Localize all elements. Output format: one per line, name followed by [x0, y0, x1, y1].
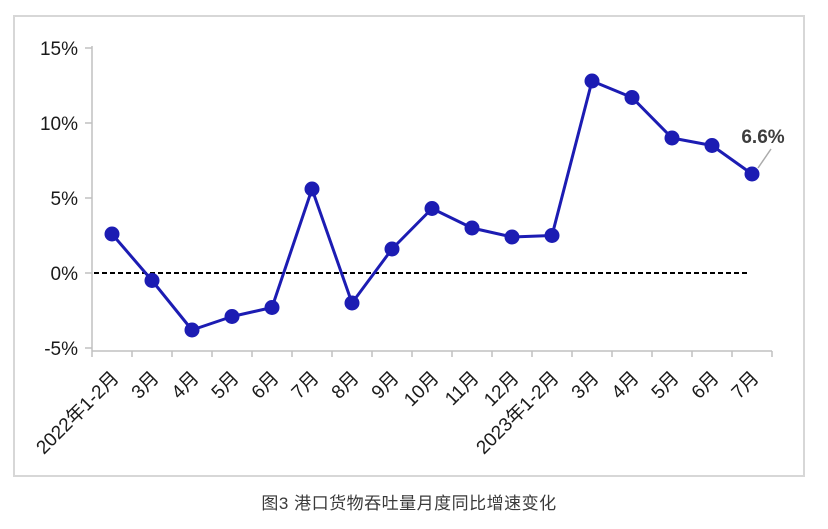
annotation-leader-line [757, 148, 772, 169]
y-axis-label: -5% [44, 339, 78, 360]
x-axis-label: 4月 [168, 368, 204, 404]
data-point [104, 226, 120, 242]
y-axis-label: 5% [51, 189, 79, 210]
data-point [304, 181, 320, 197]
data-point [184, 322, 200, 338]
chart-caption: 图3 港口货物吞吐量月度同比增速变化 [261, 494, 557, 513]
x-axis-label: 2022年1-2月 [32, 367, 124, 459]
x-axis-label: 6月 [248, 368, 284, 404]
data-point [144, 273, 160, 288]
data-point [344, 295, 360, 311]
y-axis-label: 10% [40, 114, 78, 135]
x-axis-label: 3月 [568, 368, 604, 404]
chart-frame [13, 15, 805, 477]
data-point [704, 138, 720, 153]
x-axis-label: 7月 [728, 368, 764, 404]
x-axis-label: 10月 [400, 368, 443, 411]
data-point [264, 300, 280, 315]
last-point-annotation: 6.6% [741, 127, 784, 148]
x-axis-label: 11月 [441, 368, 483, 410]
data-point [464, 220, 480, 236]
x-axis-label: 6月 [688, 368, 724, 404]
data-point [544, 228, 560, 243]
data-point [224, 309, 240, 324]
data-point [584, 73, 600, 89]
x-axis-label: 5月 [648, 368, 684, 404]
x-axis-label: 4月 [608, 368, 644, 404]
y-axis-label: 15% [40, 39, 78, 60]
data-point [384, 241, 400, 257]
x-axis-label: 5月 [208, 368, 244, 404]
x-axis-label: 8月 [328, 368, 364, 404]
data-point [664, 130, 680, 146]
data-point [504, 229, 520, 245]
data-point [424, 201, 440, 216]
x-axis-label: 9月 [368, 368, 404, 404]
x-axis-label: 7月 [288, 368, 324, 404]
y-axis-label: 0% [51, 264, 79, 285]
x-axis-label: 3月 [128, 368, 164, 404]
data-point [624, 90, 640, 105]
data-point [744, 166, 760, 182]
